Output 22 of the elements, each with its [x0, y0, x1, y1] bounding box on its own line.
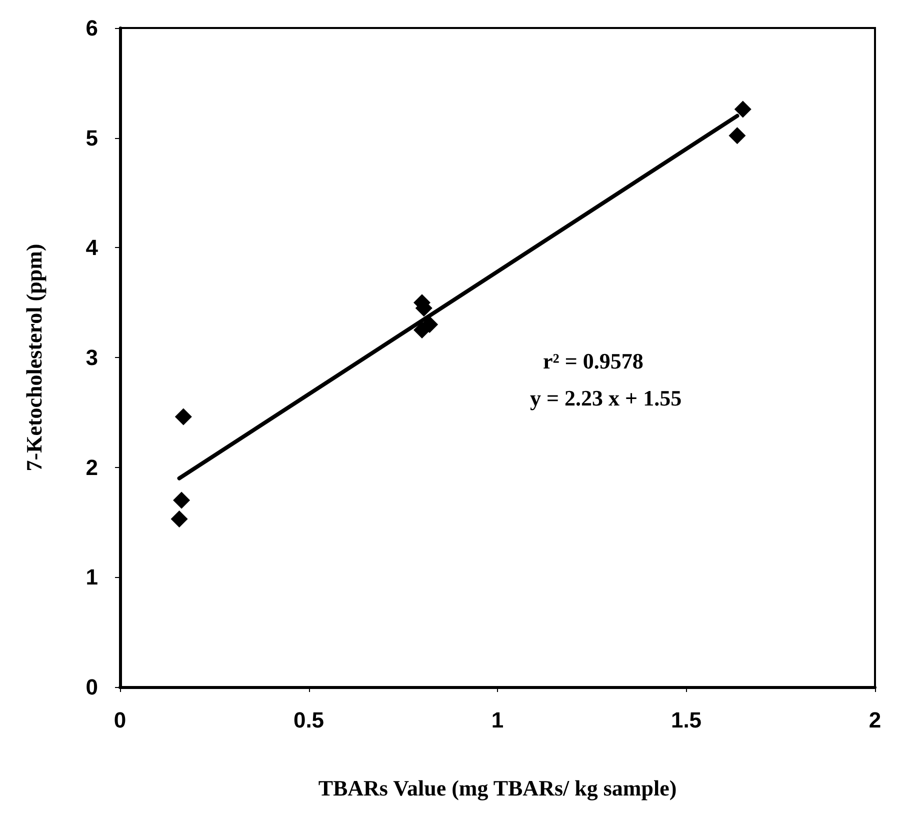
- point: [734, 100, 752, 118]
- x-tick-label: 0: [114, 708, 126, 732]
- x-tick-label: 2: [868, 708, 882, 732]
- x-axis-title: TBARs Value (mg TBARs/ kg sample): [318, 776, 677, 800]
- y-tick-label: 6: [86, 16, 98, 40]
- point: [170, 510, 188, 528]
- y-tick-label: 4: [86, 235, 99, 260]
- annotation: y = 2.23 x + 1.55: [530, 386, 682, 410]
- y-tick-label: 3: [86, 345, 98, 370]
- y-tick-label: 5: [86, 125, 98, 150]
- y-tick-label: 2: [86, 454, 98, 480]
- y-axis-title: 7-Ketocholesterol (ppm): [22, 244, 46, 472]
- y-tick-label: 1: [86, 564, 98, 590]
- point: [173, 492, 190, 509]
- point: [414, 322, 430, 339]
- point: [174, 408, 192, 426]
- x-tick-label: 1: [491, 708, 504, 732]
- annotation: r² = 0.9578: [543, 348, 644, 374]
- x-tick-label: 0.5: [293, 708, 324, 732]
- y-tick-label: 0: [86, 674, 98, 700]
- x-tick-label: 1.5: [670, 708, 702, 732]
- point: [728, 127, 746, 144]
